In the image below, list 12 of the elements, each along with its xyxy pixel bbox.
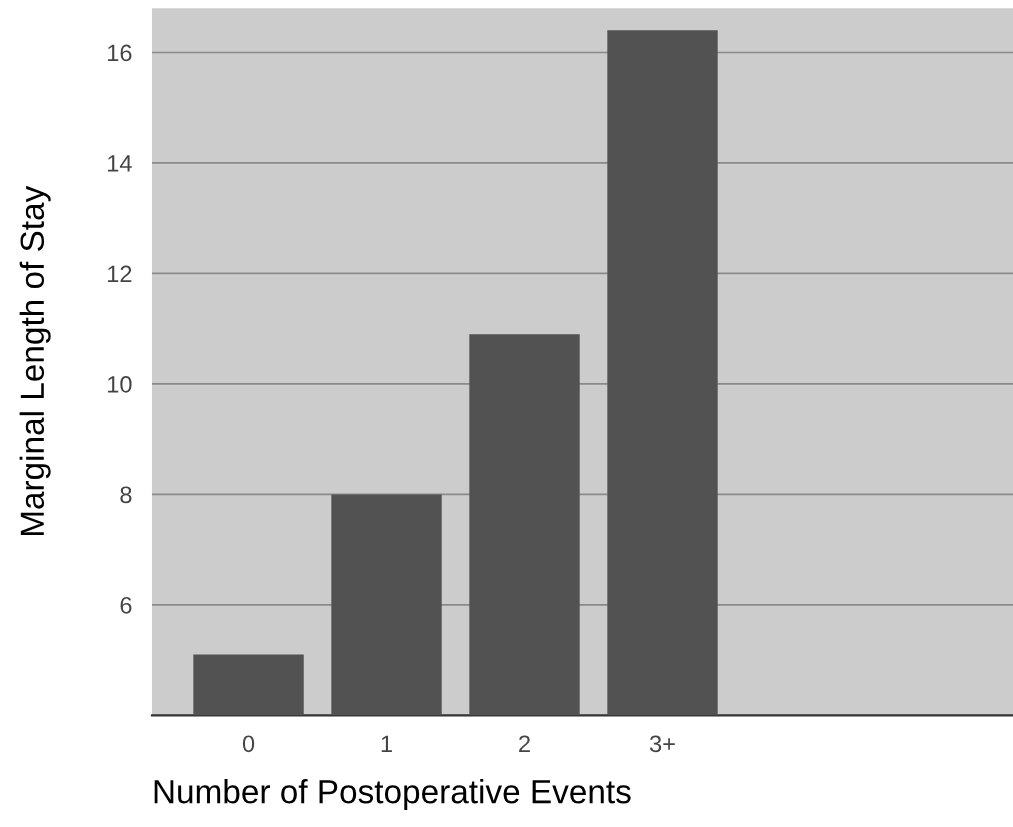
x-tick-label: 0	[242, 735, 255, 753]
y-tick-label: 14	[108, 155, 132, 172]
y-axis-title: Marginal Length of Stay	[19, 185, 51, 536]
y-tick-label: 10	[108, 375, 132, 393]
x-tick-label: 3+	[649, 735, 675, 753]
y-tick-label: 6	[120, 596, 132, 614]
x-tick-label: 2	[519, 735, 530, 752]
x-tick-label: 1	[381, 735, 392, 752]
x-axis-title: Number of Postoperative Events	[154, 778, 631, 811]
y-tick-label: 8	[120, 486, 132, 504]
y-tick-label: 16	[108, 44, 132, 62]
y-tick-label: 12	[108, 265, 132, 282]
